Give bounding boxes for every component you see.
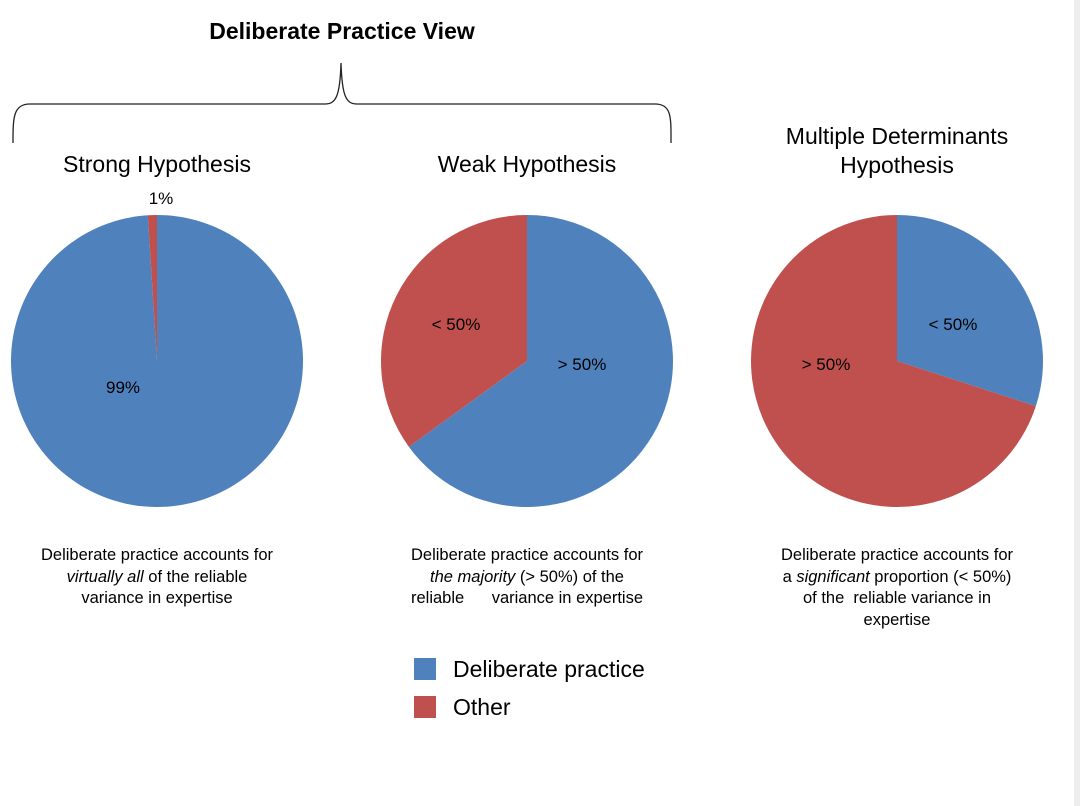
right-edge-strip <box>1074 0 1080 806</box>
multiple-caption: Deliberate practice accounts for a signi… <box>747 545 1047 631</box>
weak-caption: Deliberate practice accounts for the maj… <box>377 545 677 610</box>
strong-caption-line-2: virtually all of the reliable <box>7 567 307 589</box>
strong-caption: Deliberate practice accounts for virtual… <box>7 545 307 610</box>
multiple-pie-slice-deliberate <box>897 215 1043 407</box>
multiple-caption-line-4: expertise <box>863 610 931 629</box>
multiple-caption-line-1: Deliberate practice accounts for <box>780 546 1014 564</box>
strong-caption-rest: of the reliable <box>143 567 248 586</box>
multiple-caption-rest: proportion (< 50%) <box>869 567 1012 586</box>
multiple-pie-label-deliberate: < 50% <box>929 315 978 334</box>
weak-caption-rest: (> 50%) of the <box>515 567 624 586</box>
legend-label-deliberate: Deliberate practice <box>453 655 645 682</box>
weak-pie-slice-deliberate <box>408 215 673 507</box>
multiple-caption-line-3: of the reliable variance in <box>802 589 992 607</box>
multiple-title-line-1: Multiple Determinants <box>785 123 1009 149</box>
strong-pie-slice-deliberate <box>10 215 304 508</box>
strong-caption-emphasis: virtually all <box>66 567 144 586</box>
legend-swatch-deliberate <box>414 658 436 680</box>
weak-pie-label-deliberate: > 50% <box>558 355 607 374</box>
weak-pie-slice-other <box>381 215 527 447</box>
group-title: Deliberate Practice View <box>209 18 475 44</box>
multiple-pie-label-other: > 50% <box>802 355 851 374</box>
strong-pie-label-other: 1% <box>149 189 174 208</box>
strong-hypothesis-title: Strong Hypothesis <box>63 151 251 177</box>
legend-item-deliberate-practice: Deliberate practice <box>414 650 645 688</box>
strong-pie-slice-other <box>147 215 157 361</box>
weak-caption-line-1: Deliberate practice accounts for <box>410 546 644 564</box>
weak-caption-line-2: the majority (> 50%) of the <box>377 567 677 589</box>
strong-pie-label-deliberate: 99% <box>106 378 140 397</box>
legend: Deliberate practice Other <box>414 650 645 726</box>
legend-label-other: Other <box>453 693 511 720</box>
multiple-caption-pre: a <box>782 567 797 586</box>
multiple-caption-emphasis: significant <box>796 567 870 586</box>
multiple-caption-line-2: a significant proportion (< 50%) <box>747 567 1047 589</box>
multiple-title-line-2: Hypothesis <box>840 152 954 178</box>
weak-caption-emphasis: the majority <box>430 567 516 586</box>
multiple-determinants-title: Multiple Determinants Hypothesis <box>697 122 1080 180</box>
legend-item-other: Other <box>414 688 645 726</box>
weak-caption-line-3: reliable variance in expertise <box>410 589 644 607</box>
weak-pie-label-other: < 50% <box>432 315 481 334</box>
strong-caption-line-1: Deliberate practice accounts for <box>40 546 274 564</box>
strong-caption-line-3: variance in expertise <box>81 589 233 607</box>
weak-hypothesis-title: Weak Hypothesis <box>437 151 617 177</box>
multiple-pie-slice-other <box>751 215 1036 507</box>
legend-swatch-other <box>414 696 436 718</box>
